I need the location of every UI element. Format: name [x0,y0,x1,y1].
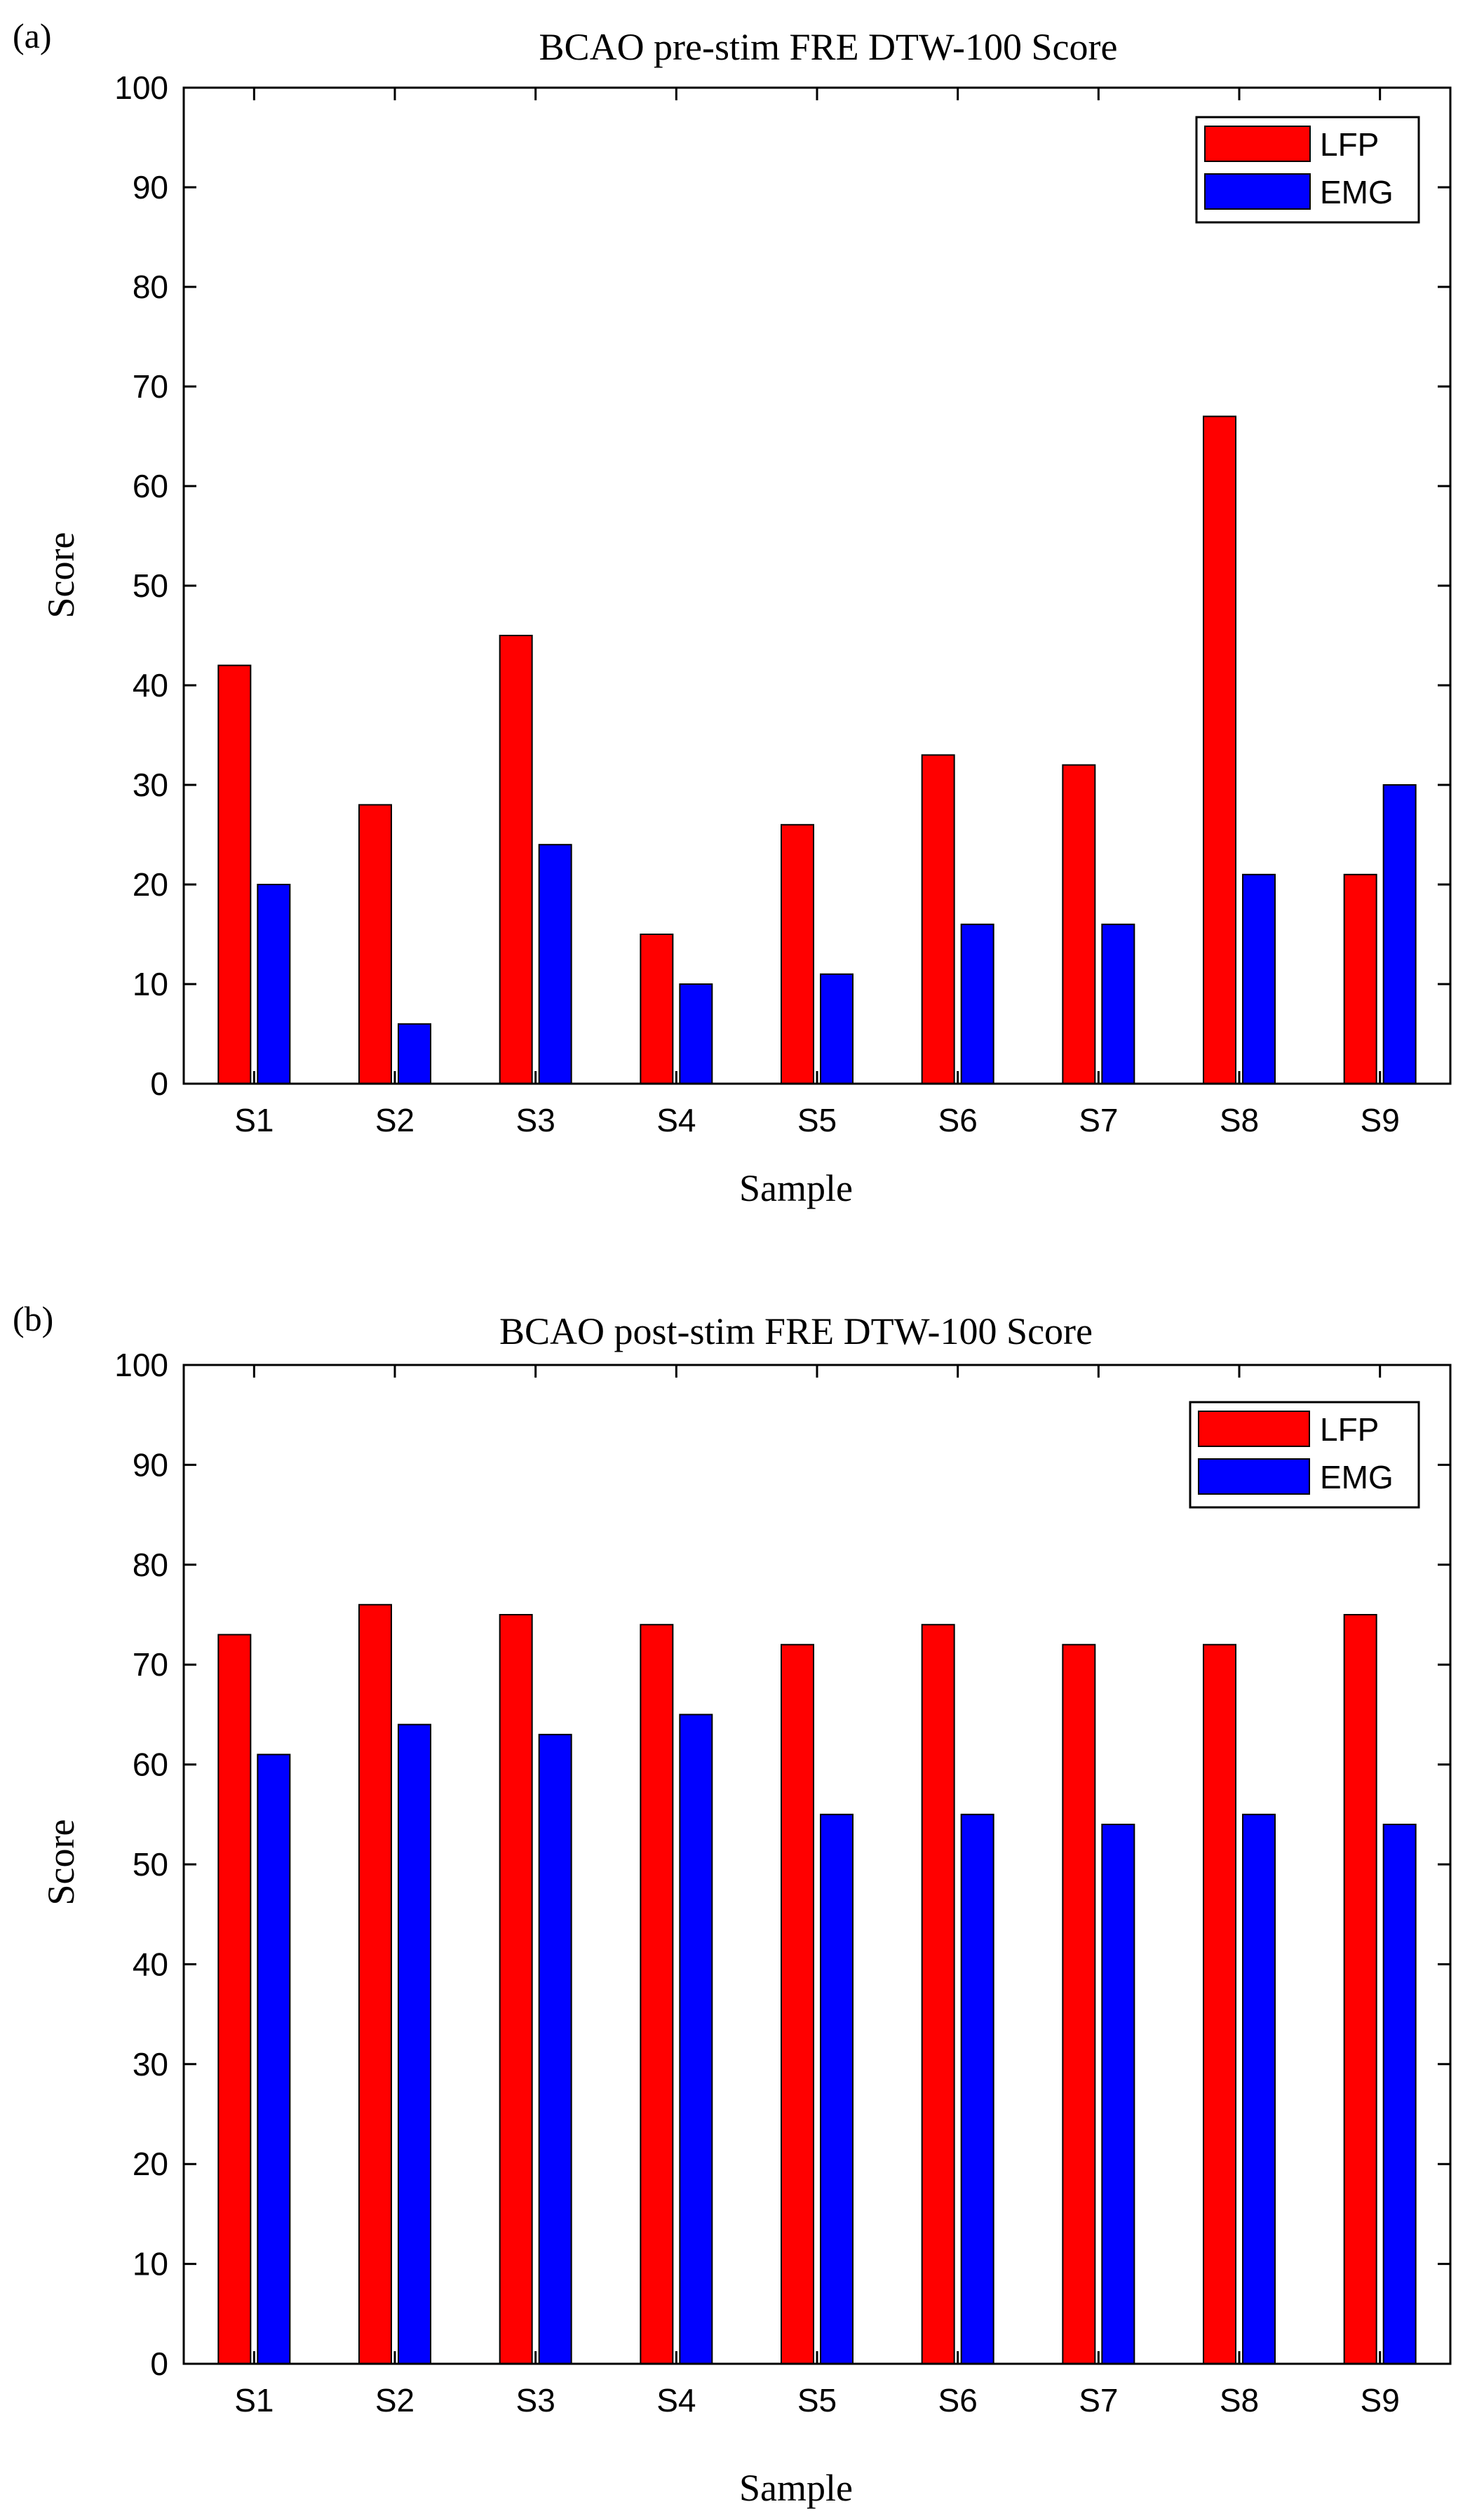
y-axis-label: Score [40,1819,82,1906]
bar-lfp-s5 [781,823,814,1085]
x-tick-label: S8 [1220,1102,1259,1138]
bar-lfp-s8 [1203,1643,1236,2364]
y-tick-label: 40 [133,667,168,704]
x-tick-label: S2 [375,1102,414,1138]
bar-emg-s9 [1382,784,1417,1084]
bar-lfp-s7 [1062,1643,1096,2364]
bar-lfp-s9 [1343,1614,1377,2364]
bar-lfp-s7 [1062,764,1096,1084]
y-tick-label: 20 [133,866,168,903]
bar-emg-s8 [1242,873,1276,1085]
x-tick-label: S1 [234,1102,274,1138]
bar-emg-s7 [1101,923,1135,1085]
x-tick-label: S7 [1079,1102,1118,1138]
x-tick-label: S4 [656,2382,696,2419]
bar-emg-s6 [960,923,994,1085]
x-tick-label: S2 [375,2382,414,2419]
y-axis-label: Score [40,532,82,619]
x-axis-label: Sample [739,1167,853,1209]
bar-emg-s6 [960,1813,994,2365]
y-tick-label: 60 [133,468,168,504]
bar-emg-s5 [820,1813,854,2365]
bar-emg-s4 [679,983,713,1084]
bar-lfp-s3 [499,1614,533,2364]
y-tick-label: 0 [150,1065,168,1102]
legend-label-lfp: LFP [1320,1411,1379,1448]
bar-emg-s1 [257,884,291,1084]
bar-emg-s3 [538,844,572,1084]
bar-lfp-s4 [640,1624,674,2364]
x-axis-label: Sample [739,2467,853,2509]
y-tick-label: 90 [133,169,168,206]
chart-panel-a: (a) BCAO pre-stim FRE DTW-100 Score Scor… [13,16,1452,1209]
x-tick-label: S5 [797,2382,837,2419]
bar-lfp-s9 [1343,873,1377,1085]
x-tick-label: S6 [938,1102,978,1138]
y-tick-label: 30 [133,767,168,803]
bar-emg-s3 [538,1733,572,2364]
legend: LFP EMG [1189,1401,1420,1509]
panel-label: (b) [13,1299,53,1338]
chart-panel-b: (b) BCAO post-stim FRE DTW-100 Score Sco… [13,1299,1452,2509]
bar-lfp-s1 [217,1634,252,2364]
x-tick-label: S7 [1079,2382,1118,2419]
y-tick-label: 100 [114,69,168,106]
y-tick-label: 80 [133,1547,168,1583]
x-tick-label: S6 [938,2382,978,2419]
legend-label-emg: EMG [1320,1459,1394,1495]
y-tick-label: 50 [133,567,168,604]
bar-lfp-s6 [921,754,955,1085]
legend: LFP EMG [1195,116,1420,224]
y-tick-label: 90 [133,1446,168,1483]
y-tick-label: 10 [133,2246,168,2282]
bar-lfp-s5 [781,1643,814,2364]
x-tick-label: S5 [797,1102,837,1138]
bar-lfp-s2 [358,804,392,1085]
x-tick-label: S3 [516,1102,555,1138]
bar-emg-s2 [398,1723,431,2364]
x-tick-label: S9 [1361,2382,1400,2419]
legend-label-emg: EMG [1320,174,1394,210]
y-tick-label: 100 [114,1347,168,1383]
x-tick-label: S4 [656,1102,696,1138]
bar-emg-s4 [679,1714,713,2364]
bar-lfp-s3 [499,635,533,1084]
chart-title: BCAO post-stim FRE DTW-100 Score [499,1310,1093,1352]
y-tick-label: 70 [133,368,168,405]
legend-swatch-lfp [1198,1411,1310,1447]
legend-label-lfp: LFP [1320,126,1379,163]
y-tick-label: 20 [133,2146,168,2182]
bar-lfp-s8 [1203,415,1236,1084]
bar-lfp-s2 [358,1603,392,2364]
bar-emg-s7 [1101,1824,1135,2365]
bar-emg-s2 [398,1023,431,1085]
bar-emg-s9 [1382,1824,1417,2365]
y-tick-label: 80 [133,269,168,305]
plot-area: 0 10 20 30 40 50 60 70 80 90 100 S1 S2 S3 S4 S5 S6 S7 S8 S9 [114,69,1452,1138]
y-tick-label: 70 [133,1646,168,1683]
bar-lfp-s4 [640,934,674,1084]
bar-lfp-s1 [217,664,252,1084]
x-tick-label: S1 [234,2382,274,2419]
y-tick-label: 50 [133,1846,168,1883]
x-tick-label: S8 [1220,2382,1259,2419]
legend-swatch-emg [1198,1458,1310,1495]
bar-emg-s1 [257,1754,291,2365]
y-tick-label: 0 [150,2346,168,2382]
plot-area: 0 10 20 30 40 50 60 70 80 90 100 S1 S2 S3 S4 S5 S6 S7 S8 S9 [114,1347,1452,2419]
bar-emg-s8 [1242,1813,1276,2365]
bar-emg-s5 [820,973,854,1085]
bar-lfp-s6 [921,1624,955,2364]
legend-swatch-lfp [1204,126,1311,162]
panel-label: (a) [13,16,52,55]
chart-title: BCAO pre-stim FRE DTW-100 Score [539,26,1118,68]
y-tick-label: 60 [133,1747,168,1783]
legend-swatch-emg [1204,173,1311,210]
y-tick-label: 30 [133,2046,168,2083]
y-tick-label: 40 [133,1946,168,1982]
y-tick-label: 10 [133,966,168,1002]
x-tick-label: S9 [1361,1102,1400,1138]
x-tick-label: S3 [516,2382,555,2419]
